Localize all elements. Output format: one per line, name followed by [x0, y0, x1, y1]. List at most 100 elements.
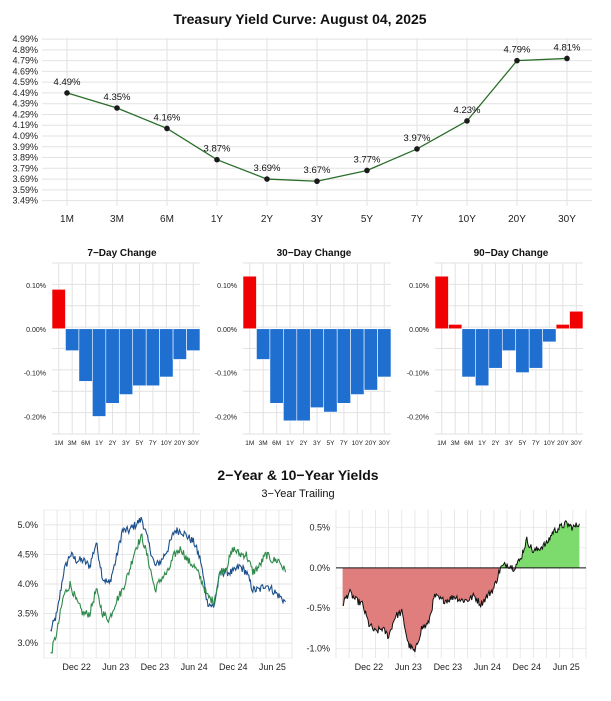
yield-data-label: 4.49% — [54, 77, 81, 88]
ten-two-spread-chart: 0.5% 0.0% -0.5% -1.0% Dec 22 Jun 23 Dec 23 Jun … — [306, 510, 587, 672]
x-tick-label: Dec 23 — [434, 662, 463, 672]
yield-curve-title: Treasury Yield Curve: August 04, 2025 — [173, 11, 426, 27]
change-bar — [350, 328, 365, 395]
x-tick-label: Dec 22 — [62, 662, 91, 672]
x-tick-label: 1Y — [478, 440, 487, 447]
change-30d-chart: 30−Day Change 0.10% 0.00% -0.10% -0.20% 1M 3M… — [215, 248, 392, 447]
change-bar — [569, 310, 584, 330]
change-bar — [51, 289, 66, 330]
two-ten-yields-chart: 3.0% 3.5% 4.0% 4.5% 5.0% Dec 22 Jun 23 Dec 23 Ju… — [17, 509, 293, 672]
x-tick-label: Jun 24 — [474, 662, 501, 672]
yield-curve-chart: Treasury Yield Curve: August 04, 2025 3.… — [12, 11, 592, 225]
yield-curve-plot: 3.49%3.59%3.69%3.79%3.89%3.99%4.09%4.19%… — [12, 34, 592, 225]
y-tick-label: -0.20% — [407, 414, 429, 421]
y-tick-label: 0.00% — [26, 327, 46, 334]
change-30d-title: 30−Day Change — [277, 248, 352, 259]
x-tick-label: 7Y — [532, 440, 541, 447]
yield-data-label: 3.97% — [404, 133, 431, 144]
change-bar — [296, 328, 311, 422]
change-bar — [501, 328, 517, 351]
y-tick-label: -0.10% — [24, 371, 46, 378]
change-bar — [461, 328, 476, 378]
x-tick-label: Jun 24 — [181, 662, 208, 672]
change-bar — [132, 328, 147, 387]
ten-year-yield-line — [50, 533, 287, 654]
yield-point — [414, 146, 420, 152]
x-tick-label: 6M — [272, 440, 281, 447]
change-bar — [105, 328, 120, 404]
x-tick-label: 6M — [81, 440, 90, 447]
x-tick-label: 20Y — [174, 440, 186, 447]
y-tick-label: 3.89% — [12, 153, 38, 163]
yield-data-label: 4.35% — [104, 92, 131, 103]
change-bar — [269, 328, 284, 404]
x-tick-label: 6M — [464, 440, 473, 447]
yield-data-label: 4.16% — [154, 112, 181, 123]
x-tick-label: 7Y — [340, 440, 349, 447]
x-tick-label: 10Y — [161, 440, 173, 447]
change-bar — [283, 328, 298, 422]
yield-point — [214, 156, 220, 163]
change-7d-title: 7−Day Change — [87, 248, 157, 259]
x-tick-label: 3M — [110, 214, 124, 225]
x-tick-label: 20Y — [508, 214, 526, 225]
x-tick-label: 10Y — [458, 214, 476, 225]
yield-data-label: 3.67% — [304, 165, 331, 176]
x-tick-label: 30Y — [570, 440, 582, 447]
y-tick-label: 4.09% — [12, 131, 38, 141]
yield-point — [464, 118, 470, 124]
yield-data-label: 3.77% — [354, 154, 381, 165]
y-tick-label: 3.59% — [12, 185, 38, 195]
yields-section-title: 2−Year & 10−Year Yields — [217, 467, 378, 483]
change-bar — [145, 328, 160, 387]
x-tick-label: 3Y — [311, 214, 324, 225]
yield-point — [564, 55, 570, 62]
change-bar — [542, 328, 557, 343]
x-tick-label: 20Y — [557, 440, 569, 447]
x-tick-label: 5Y — [326, 440, 335, 447]
change-bar — [555, 324, 570, 330]
y-tick-label: 3.5% — [17, 609, 38, 619]
change-bar — [172, 328, 187, 360]
x-tick-label: Jun 25 — [553, 662, 580, 672]
y-tick-label: -0.5% — [306, 603, 330, 613]
x-tick-label: 3Y — [313, 440, 322, 447]
y-tick-label: 4.89% — [12, 45, 38, 55]
change-bar — [92, 328, 107, 417]
change-90d-title: 90−Day Change — [474, 248, 549, 259]
yield-data-label: 3.87% — [204, 144, 231, 155]
x-tick-label: 2Y — [492, 440, 501, 447]
y-tick-label: 0.0% — [309, 563, 330, 573]
spread-negative-area — [342, 567, 580, 653]
y-tick-label: 4.59% — [12, 77, 38, 87]
x-tick-label: 5Y — [361, 214, 374, 225]
yield-point — [114, 105, 120, 111]
x-tick-label: 1Y — [95, 440, 104, 447]
x-tick-label: 1Y — [286, 440, 295, 447]
x-tick-label: 2Y — [300, 440, 309, 447]
change-bar — [488, 328, 503, 369]
yield-point — [514, 57, 520, 64]
x-tick-label: 1M — [60, 214, 74, 225]
x-tick-label: 30Y — [378, 440, 390, 447]
y-tick-label: -0.20% — [215, 414, 237, 421]
change-bar — [434, 275, 449, 330]
x-tick-label: Dec 23 — [141, 662, 170, 672]
yield-data-label: 3.69% — [254, 163, 281, 174]
y-tick-label: 4.5% — [17, 549, 38, 559]
x-tick-label: 10Y — [544, 440, 556, 447]
change-bar — [475, 328, 490, 387]
spread-positive-area — [342, 520, 580, 568]
x-tick-label: 10Y — [352, 440, 364, 447]
yield-point — [264, 176, 270, 182]
yield-point — [64, 90, 70, 96]
y-tick-label: 3.99% — [12, 142, 38, 152]
x-tick-label: 7Y — [411, 214, 424, 225]
y-tick-label: 0.10% — [217, 283, 237, 290]
yield-point — [164, 125, 170, 132]
x-tick-label: 3Y — [122, 440, 131, 447]
x-tick-label: 3Y — [505, 440, 514, 447]
y-tick-label: 3.49% — [12, 196, 38, 206]
x-tick-label: 7Y — [149, 440, 158, 447]
y-tick-label: 3.69% — [12, 174, 38, 184]
